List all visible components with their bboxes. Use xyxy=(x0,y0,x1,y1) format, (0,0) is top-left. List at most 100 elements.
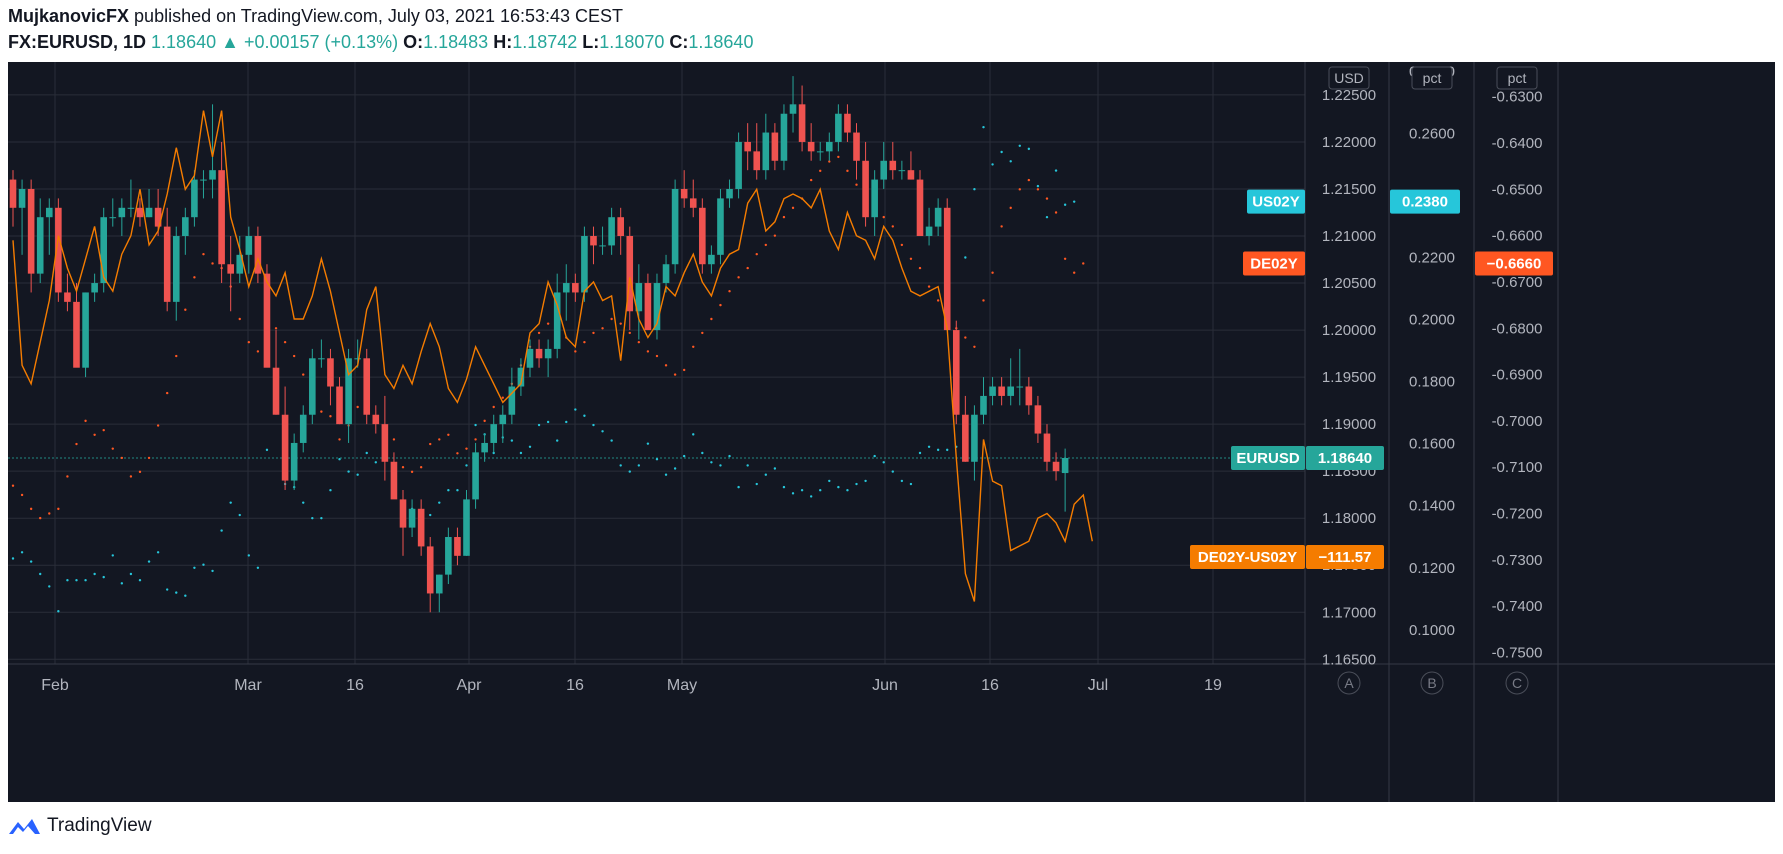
candle-body xyxy=(835,113,842,142)
de02y-point xyxy=(501,396,504,399)
grid-lines xyxy=(8,62,1775,802)
us02y-point xyxy=(655,457,659,461)
up-arrow-icon: ▲ xyxy=(221,32,239,52)
brand-name[interactable]: TradingView xyxy=(47,815,152,836)
candle-body xyxy=(889,160,897,171)
candle xyxy=(209,104,216,199)
candle xyxy=(862,141,869,227)
candle-body xyxy=(726,188,733,199)
candle-body xyxy=(36,217,44,274)
scale-panel xyxy=(1305,62,1775,802)
de02y-point xyxy=(392,438,396,441)
de02y-point xyxy=(102,428,105,432)
chart-canvas[interactable]: 1.22500 1.22000 1.21500 1.21000 1.20500 1.200… xyxy=(8,62,1775,802)
candle xyxy=(590,226,597,265)
de02y-value-badge xyxy=(1475,251,1553,276)
de02y-point xyxy=(682,368,686,372)
candle-body xyxy=(880,160,888,180)
candle-body xyxy=(581,236,588,293)
de02y-point xyxy=(673,373,677,376)
de02y-point xyxy=(419,465,423,469)
scale-unit-badge[interactable] xyxy=(1411,66,1453,90)
us02y-point xyxy=(374,461,377,464)
publish-info: MujkanovicFX published on TradingView.co… xyxy=(8,6,623,27)
candle xyxy=(227,236,234,312)
us02y-point xyxy=(601,430,604,433)
de02y-point xyxy=(193,276,196,279)
scale-toggle-button[interactable] xyxy=(1505,671,1529,695)
candle xyxy=(880,141,888,189)
candle-body xyxy=(408,508,416,528)
price-tick-label: -0.6600 xyxy=(1492,228,1543,245)
price-tick-label: 0.2600 xyxy=(1409,125,1455,142)
candle xyxy=(925,207,933,246)
scale-toggle-button[interactable] xyxy=(1337,671,1361,695)
candle xyxy=(64,273,71,312)
candle-body xyxy=(907,170,915,180)
de02y-point xyxy=(746,266,749,270)
time-axis[interactable]: Feb Mar 16 Apr 16 May Jun 16 Jul 19 xyxy=(41,677,1222,694)
candle xyxy=(989,377,996,406)
symbol-label[interactable]: FX:EURUSD, 1D xyxy=(8,32,147,52)
time-tick-label: Feb xyxy=(41,677,69,694)
candle-body xyxy=(553,292,561,349)
us02y-point xyxy=(1072,200,1076,203)
candle xyxy=(417,499,425,556)
price-tick-label: -0.6300 xyxy=(1492,89,1543,106)
ohlc-legend: FX:EURUSD, 1D 1.18640 ▲ +0.00157 (+0.13%… xyxy=(8,32,753,53)
us02y-point xyxy=(120,582,124,585)
candle xyxy=(481,433,488,462)
chart-area[interactable]: 1.22500 1.22000 1.21500 1.21000 1.20500 1.200… xyxy=(8,62,1775,802)
de02y-point xyxy=(483,419,486,423)
time-tick-label: Jun xyxy=(872,677,898,694)
us02y-point xyxy=(474,423,477,427)
candle xyxy=(472,442,479,509)
candle-body xyxy=(744,141,751,152)
de02y-point xyxy=(828,160,831,163)
de02y-point xyxy=(156,424,160,427)
scale-unit-badge[interactable] xyxy=(1328,66,1370,90)
author-name[interactable]: MujkanovicFX xyxy=(8,6,130,26)
de02y-point xyxy=(927,285,931,288)
us02y-point xyxy=(619,464,622,467)
time-tick-label: 16 xyxy=(981,677,999,694)
us02y-point xyxy=(728,454,731,458)
candle xyxy=(200,170,207,199)
candle-body xyxy=(154,207,162,227)
candle xyxy=(73,283,80,368)
price-scales[interactable]: 1.22500 1.22000 1.21500 1.21000 1.20500 1.200… xyxy=(1322,63,1543,695)
eurusd-name-label: EURUSD xyxy=(1236,450,1300,467)
candle xyxy=(789,76,797,133)
candle xyxy=(408,499,416,538)
de02y-point xyxy=(601,327,604,330)
candle xyxy=(218,141,225,284)
price-tick-label: 1.17000 xyxy=(1322,604,1376,621)
eurusd-candles xyxy=(9,76,1069,613)
us02y-point xyxy=(347,470,350,473)
de02y-point xyxy=(537,331,541,335)
scale-unit-badge[interactable] xyxy=(1496,66,1538,90)
candle xyxy=(390,452,398,500)
candle xyxy=(1025,377,1033,415)
us02y-point xyxy=(637,464,641,467)
price-tick-label: 0.1000 xyxy=(1409,622,1455,639)
candle-body xyxy=(680,188,688,199)
candle-body xyxy=(172,236,180,302)
scale-toggle-button[interactable] xyxy=(1420,671,1444,695)
us02y-point xyxy=(764,473,768,476)
us02y-point xyxy=(1054,169,1058,172)
candle-body xyxy=(1061,458,1069,474)
us02y-point xyxy=(809,495,813,498)
de02y-point xyxy=(129,475,133,478)
us02y-point xyxy=(11,557,15,560)
candle-body xyxy=(136,207,144,218)
us02y-point xyxy=(755,482,758,486)
candle-body xyxy=(118,207,126,218)
de02y-point xyxy=(184,308,187,311)
us02y-point xyxy=(900,479,904,483)
de02y-point xyxy=(175,354,178,358)
price-tick-label: 0.1800 xyxy=(1409,374,1455,391)
candle-body xyxy=(517,367,525,387)
candle xyxy=(27,179,35,293)
us02y-point xyxy=(973,188,976,191)
